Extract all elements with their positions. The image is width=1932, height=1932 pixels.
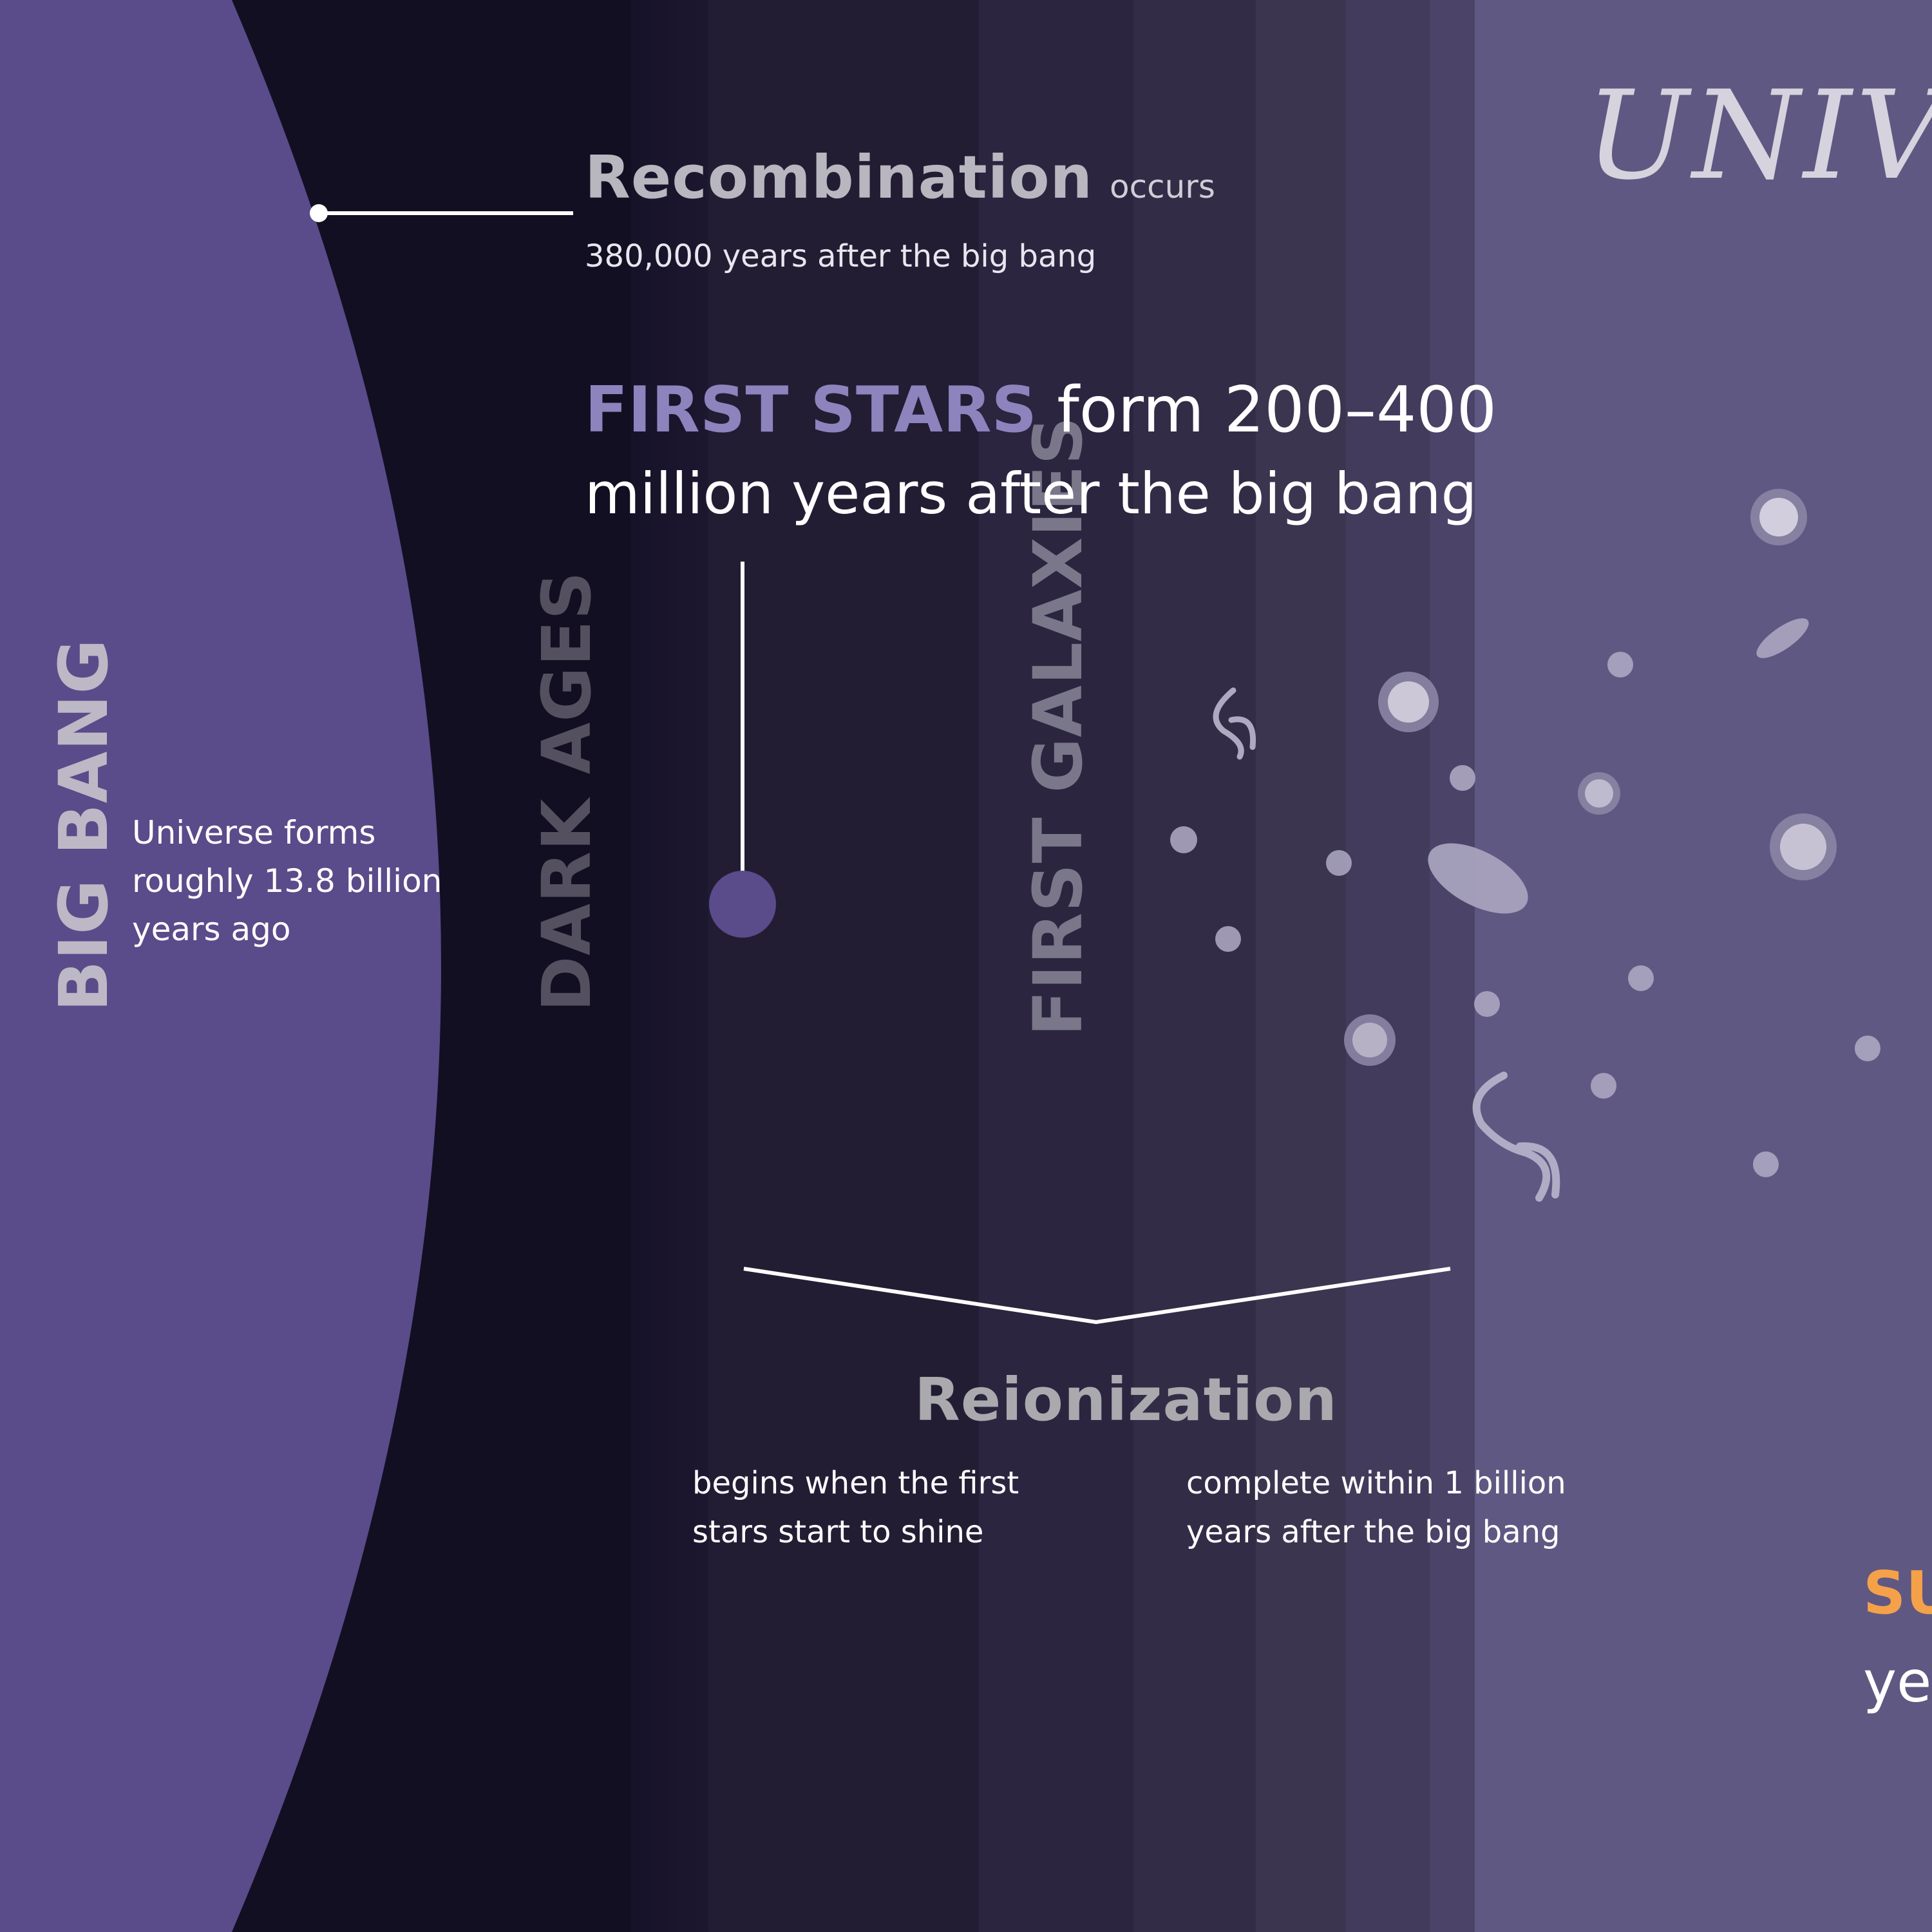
- galaxy-dot: [1585, 779, 1613, 808]
- galaxy-dot: [1326, 850, 1352, 876]
- big-bang-shape: [0, 0, 441, 1932]
- bg-band-1: [631, 0, 715, 1932]
- reionization-title: Reionization: [914, 1365, 1338, 1434]
- galaxy-dot: [1450, 765, 1475, 791]
- galaxy-dot: [1215, 926, 1241, 952]
- bg-band-5: [1256, 0, 1352, 1932]
- first-stars-highlight: FIRST STARS: [585, 374, 1037, 447]
- reionization-right-line1: complete within 1 billion: [1186, 1465, 1566, 1501]
- first-stars-line1: FIRST STARS form 200–400: [585, 374, 1497, 447]
- reionization-left-line2: stars start to shine: [692, 1514, 984, 1550]
- first-stars-marker-dot: [709, 871, 776, 938]
- recombination-title: Recombination: [585, 143, 1094, 212]
- spiral-galaxy-icon: [1213, 687, 1256, 760]
- big-bang-desc-line2: roughly 13.8 billion: [132, 862, 442, 900]
- galaxy-dot: [1474, 991, 1500, 1017]
- reionization-bracket: [743, 1267, 1451, 1325]
- galaxy-dot: [1607, 652, 1633, 677]
- bg-band-7: [1430, 0, 1481, 1932]
- bg-band-later-universe: [1475, 0, 1932, 1932]
- reionization-left-line1: begins when the first: [692, 1465, 1019, 1501]
- galaxy-dot: [1170, 826, 1197, 853]
- recombination-subtitle: 380,000 years after the big bang: [585, 238, 1097, 274]
- spiral-galaxy-icon: [1472, 1072, 1560, 1202]
- page-title-fragment: UNIVI: [1586, 64, 1932, 207]
- elliptical-galaxy-icon: [1756, 618, 1809, 658]
- bg-band-2: [708, 0, 985, 1932]
- first-galaxies-label: FIRST GALAXIES: [1019, 416, 1097, 1036]
- reionization-complete: complete within 1 billion years after th…: [1186, 1459, 1566, 1557]
- galaxy-dot: [1753, 1151, 1779, 1177]
- cut-off-orange-heading: SU: [1863, 1558, 1932, 1627]
- big-bang-description: Universe forms roughly 13.8 billion year…: [132, 809, 442, 954]
- galaxy-dot: [1855, 1036, 1880, 1061]
- bg-band-6: [1346, 0, 1436, 1932]
- galaxy-dot: [1352, 1023, 1387, 1057]
- elliptical-galaxy-icon: [1428, 843, 1528, 914]
- galaxy-dot: [1759, 498, 1798, 536]
- big-bang-desc-line1: Universe forms: [132, 814, 376, 851]
- galaxy-dot: [1388, 681, 1429, 723]
- big-bang-desc-line3: years ago: [132, 911, 291, 948]
- recombination-heading: Recombination occurs: [585, 143, 1215, 212]
- reionization-begins: begins when the first stars start to shi…: [692, 1459, 1019, 1557]
- bg-band-4: [1133, 0, 1262, 1932]
- galaxy-dot: [1628, 965, 1654, 991]
- galaxy-dot: [1780, 824, 1826, 870]
- galaxy-dot: [1591, 1073, 1616, 1099]
- dark-ages-label: DARK AGES: [527, 571, 606, 1012]
- big-bang-label: BIG BANG: [44, 638, 123, 1012]
- first-stars-line1-rest: form 200–400: [1037, 374, 1497, 447]
- cut-off-white-text: ye: [1863, 1649, 1932, 1715]
- first-stars-line2: million years after the big bang: [585, 460, 1477, 527]
- bg-band-3: [979, 0, 1140, 1932]
- recombination-suffix: occurs: [1110, 168, 1215, 205]
- galaxy-field: [1170, 489, 1880, 1202]
- reionization-right-line2: years after the big bang: [1186, 1514, 1560, 1550]
- recombination-marker-dot: [310, 204, 328, 222]
